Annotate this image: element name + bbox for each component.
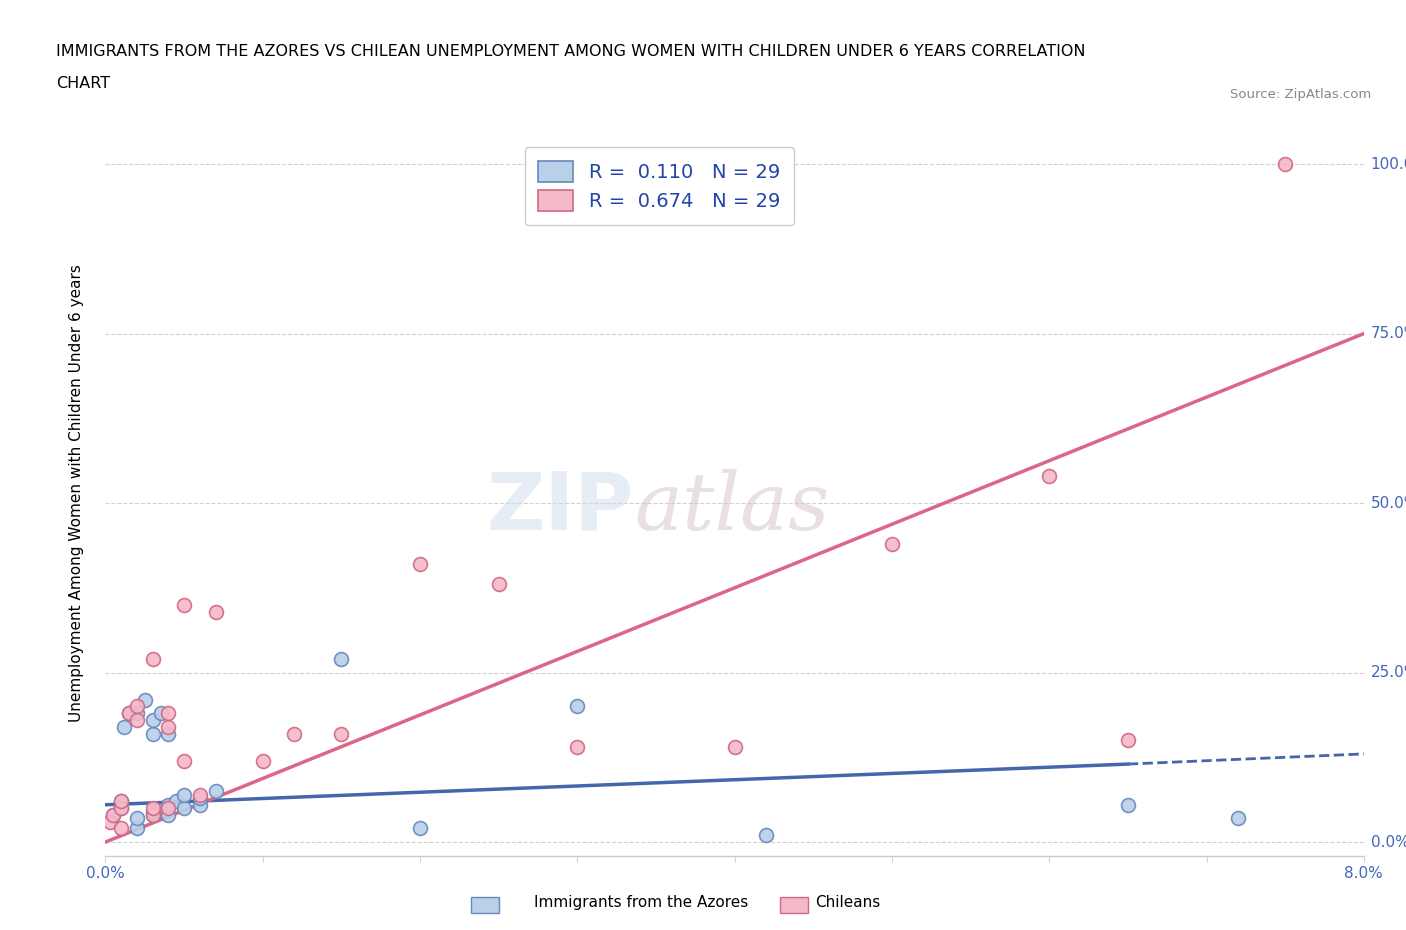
Point [157, 797, 180, 812]
Point [157, 801, 180, 816]
Text: IMMIGRANTS FROM THE AZORES VS CHILEAN UNEMPLOYMENT AMONG WOMEN WITH CHILDREN UND: IMMIGRANTS FROM THE AZORES VS CHILEAN UN… [56, 44, 1085, 59]
Point [142, 712, 165, 727]
Point [1038, 469, 1060, 484]
Point [283, 726, 305, 741]
Point [125, 699, 148, 714]
Point [149, 706, 172, 721]
Text: 50.0%: 50.0% [1371, 496, 1406, 511]
Point [142, 807, 165, 822]
Point [880, 537, 903, 551]
Text: 100.0%: 100.0% [1371, 156, 1406, 172]
Point [157, 807, 180, 822]
Point [1274, 156, 1296, 171]
Point [165, 794, 187, 809]
Y-axis label: Unemployment Among Women with Children Under 6 years: Unemployment Among Women with Children U… [69, 264, 84, 722]
Point [142, 807, 165, 822]
Point [204, 784, 226, 799]
Point [1226, 811, 1249, 826]
Point [188, 797, 211, 812]
Point [103, 807, 125, 822]
Point [110, 801, 132, 816]
Point [142, 726, 165, 741]
Point [755, 828, 778, 843]
Point [125, 811, 148, 826]
Point [103, 807, 125, 822]
Point [409, 821, 432, 836]
Point [567, 739, 589, 754]
Point [125, 706, 148, 721]
Point [173, 597, 195, 612]
Point [488, 577, 510, 591]
Point [173, 801, 195, 816]
Point [409, 557, 432, 572]
Text: Chileans: Chileans [815, 895, 880, 910]
Point [157, 726, 180, 741]
Text: 75.0%: 75.0% [1371, 326, 1406, 341]
Text: ZIP: ZIP [486, 469, 634, 547]
Point [157, 719, 180, 734]
Point [1116, 797, 1139, 812]
Point [112, 719, 135, 734]
Point [173, 753, 195, 768]
Point [330, 726, 353, 741]
Text: CHART: CHART [56, 76, 110, 91]
Point [125, 712, 148, 727]
Text: Source: ZipAtlas.com: Source: ZipAtlas.com [1230, 88, 1371, 101]
Point [1116, 733, 1139, 748]
Point [330, 652, 353, 667]
Text: atlas: atlas [634, 469, 830, 546]
Point [98, 815, 121, 830]
Point [134, 692, 156, 707]
Point [157, 706, 180, 721]
Point [142, 801, 165, 816]
Point [110, 821, 132, 836]
Text: 0.0%: 0.0% [1371, 834, 1406, 849]
Point [142, 652, 165, 667]
Point [252, 753, 274, 768]
Point [567, 699, 589, 714]
Point [110, 801, 132, 816]
Point [188, 790, 211, 805]
Point [110, 794, 132, 809]
Legend: R =  0.110   N = 29, R =  0.674   N = 29: R = 0.110 N = 29, R = 0.674 N = 29 [524, 147, 794, 224]
Text: Immigrants from the Azores: Immigrants from the Azores [534, 895, 748, 910]
Text: 25.0%: 25.0% [1371, 665, 1406, 680]
Point [118, 706, 141, 721]
Point [110, 794, 132, 809]
Point [118, 706, 141, 721]
Point [173, 787, 195, 802]
Point [188, 787, 211, 802]
Point [125, 821, 148, 836]
Point [142, 804, 165, 819]
Point [723, 739, 745, 754]
Point [204, 604, 226, 619]
